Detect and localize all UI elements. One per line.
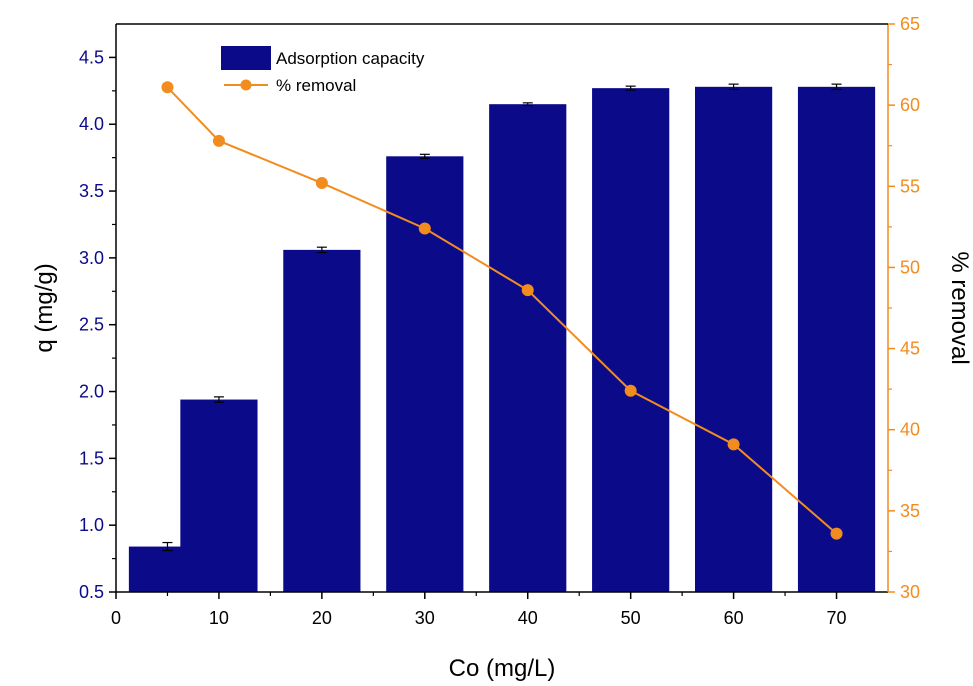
legend-line-marker bbox=[240, 79, 252, 91]
x-tick-label-30: 30 bbox=[415, 608, 435, 628]
y-tick-label-0.5: 0.5 bbox=[79, 582, 104, 602]
bars-group bbox=[128, 86, 876, 593]
axes-group: 0 10 20 30 40 50 60 70 0.5 1.0 1.5 2.0 2.5 3.0 3.5 4.0 4… bbox=[79, 14, 920, 628]
y-tick-label-2: 2.0 bbox=[79, 382, 104, 402]
y-tick-label-2.5: 2.5 bbox=[79, 315, 104, 335]
bar-50 bbox=[592, 88, 670, 593]
removal-point-5 bbox=[161, 81, 174, 94]
y2-tick-label-35: 35 bbox=[900, 501, 920, 521]
y2-tick-label-60: 60 bbox=[900, 95, 920, 115]
bar-30 bbox=[386, 156, 464, 592]
removal-point-40 bbox=[521, 284, 534, 297]
removal-line-group bbox=[161, 81, 843, 540]
x-tick-label-20: 20 bbox=[312, 608, 332, 628]
y2-tick-label-40: 40 bbox=[900, 420, 920, 440]
y-tick-label-1.5: 1.5 bbox=[79, 448, 104, 468]
y-tick-label-3: 3.0 bbox=[79, 248, 104, 268]
removal-point-30 bbox=[418, 222, 431, 235]
removal-line bbox=[166, 86, 838, 535]
y-axis-title: q (mg/g) bbox=[31, 263, 58, 352]
y-tick-label-4: 4.0 bbox=[79, 114, 104, 134]
x-tick-label-70: 70 bbox=[827, 608, 847, 628]
x-tick-label-60: 60 bbox=[724, 608, 744, 628]
legend-bar-label: Adsorption capacity bbox=[276, 49, 425, 68]
bar-10 bbox=[180, 399, 258, 592]
removal-point-20 bbox=[315, 177, 328, 190]
error-bars-group bbox=[162, 83, 842, 552]
y2-tick-label-45: 45 bbox=[900, 339, 920, 359]
bar-20 bbox=[283, 249, 361, 592]
x-tick-label-40: 40 bbox=[518, 608, 538, 628]
legend: Adsorption capacity % removal bbox=[221, 46, 425, 95]
y-tick-label-3.5: 3.5 bbox=[79, 181, 104, 201]
legend-bar-swatch bbox=[221, 46, 271, 70]
removal-point-50 bbox=[624, 384, 637, 397]
removal-point-70 bbox=[830, 527, 843, 540]
bar-70 bbox=[797, 86, 876, 592]
y2-tick-label-55: 55 bbox=[900, 176, 920, 196]
removal-point-60 bbox=[727, 438, 740, 451]
x-axis-title: Co (mg/L) bbox=[449, 655, 556, 682]
y2-tick-label-50: 50 bbox=[900, 257, 920, 277]
x-tick-label-50: 50 bbox=[621, 608, 641, 628]
bar-40 bbox=[489, 104, 567, 592]
y2-tick-label-65: 65 bbox=[900, 14, 920, 34]
y2-tick-label-30: 30 bbox=[900, 582, 920, 602]
y2-axis-title: % removal bbox=[946, 251, 973, 364]
bar-60 bbox=[695, 86, 773, 592]
x-tick-label-10: 10 bbox=[209, 608, 229, 628]
y-tick-label-1: 1.0 bbox=[79, 515, 104, 535]
removal-point-10 bbox=[212, 134, 225, 147]
x-tick-label-0: 0 bbox=[111, 608, 121, 628]
y-tick-label-4.5: 4.5 bbox=[79, 47, 104, 67]
legend-line-label: % removal bbox=[276, 76, 356, 95]
